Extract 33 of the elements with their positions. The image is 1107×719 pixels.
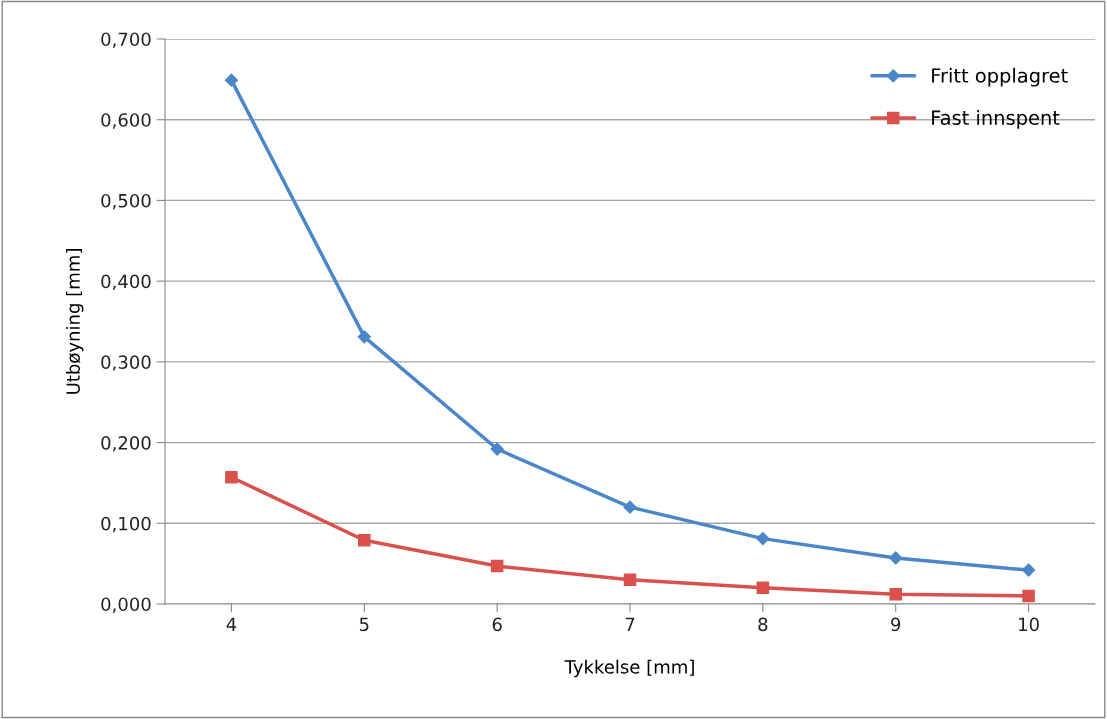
- point: [1022, 589, 1035, 603]
- point: [889, 551, 903, 565]
- point: [357, 330, 371, 344]
- x-axis-title: Tykkelse [mm]: [564, 659, 694, 678]
- x-tick-label: 8: [758, 617, 768, 632]
- x-tick-label: 5: [359, 617, 369, 632]
- point: [490, 442, 504, 456]
- point: [889, 588, 902, 601]
- legend-label: Fritt opplagret: [932, 67, 1068, 87]
- y-axis-title: Utbøyning [mm]: [65, 249, 84, 394]
- x-tick-label: 6: [492, 617, 502, 632]
- y-tick-label: 0,500: [101, 193, 151, 210]
- point: [224, 73, 239, 87]
- y-tick-label: 0,600: [101, 113, 151, 129]
- point: [358, 533, 371, 547]
- y-tick-label: 0,100: [101, 516, 151, 533]
- y-tick-label: 0,200: [101, 436, 151, 452]
- point: [490, 559, 504, 573]
- point: [225, 471, 238, 484]
- point: [1021, 563, 1036, 577]
- y-tick-label: 0,700: [101, 32, 151, 48]
- y-tick-label: 0,300: [101, 355, 151, 371]
- x-tick-label: 7: [625, 617, 635, 631]
- x-tick-label: 10: [1019, 617, 1039, 632]
- point: [623, 500, 637, 514]
- point: [756, 532, 770, 546]
- point: [756, 581, 770, 595]
- x-tick-label: 4: [226, 617, 237, 631]
- point: [623, 573, 637, 587]
- x-tick-label: 9: [891, 617, 901, 632]
- y-tick-label: 0,400: [101, 274, 151, 291]
- legend-label: Fast innspent: [932, 109, 1060, 129]
- y-tick-label: 0,000: [101, 597, 151, 613]
